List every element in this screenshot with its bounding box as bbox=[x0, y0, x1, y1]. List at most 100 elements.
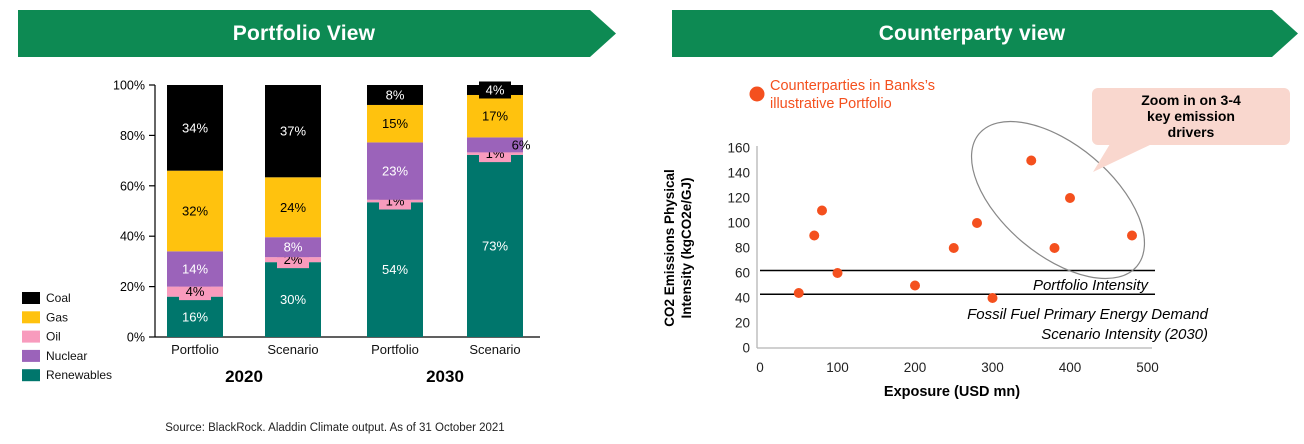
scatter-point bbox=[817, 205, 827, 216]
bar-segment-label: 8% bbox=[284, 240, 303, 255]
bar-segment-label-chip bbox=[179, 283, 211, 301]
y-tick-label: 60% bbox=[120, 179, 145, 193]
bar-segment-label: 37% bbox=[280, 124, 306, 139]
bar-segment-gas bbox=[467, 94, 523, 138]
bar-segment-label: 15% bbox=[382, 116, 408, 131]
scenario-intensity-label-line2: Scenario Intensity (2030) bbox=[1041, 326, 1208, 343]
bar-segment-label: 34% bbox=[182, 120, 208, 135]
source-note: Source: BlackRock. Aladdin Climate outpu… bbox=[165, 422, 504, 434]
bar-segment-nuclear bbox=[167, 251, 223, 287]
y-tick-label: 20 bbox=[735, 316, 750, 331]
y-axis-title-line1: CO2 Emissions Physical bbox=[662, 169, 677, 327]
y-tick-label: 40 bbox=[735, 291, 750, 306]
bar-segment-label: 8% bbox=[386, 87, 405, 102]
scatter-point bbox=[910, 280, 920, 291]
bar-segment-gas bbox=[367, 104, 423, 143]
x-category-label: Portfolio bbox=[171, 342, 219, 357]
x-category-label: Portfolio bbox=[371, 342, 419, 357]
legend-swatch-oil bbox=[22, 330, 40, 343]
bar-segment-label: 32% bbox=[182, 204, 208, 219]
y-tick-label: 100 bbox=[727, 216, 750, 231]
legend-swatch-coal bbox=[22, 292, 40, 304]
counterparty-view-banner: Counterparty view bbox=[672, 10, 1298, 57]
scatter-point bbox=[987, 293, 998, 303]
bar-segment-label: 14% bbox=[182, 261, 208, 276]
scatter-point bbox=[1049, 243, 1060, 253]
bar-segment-label: 17% bbox=[482, 109, 508, 124]
portfolio-view-title: Portfolio View bbox=[232, 21, 376, 45]
portfolio-stacked-bar-chart: 0%20%40%60%80%100%16%4%14%32%34%30%2%8%2… bbox=[22, 79, 540, 434]
counterparty-view-title: Counterparty view bbox=[878, 21, 1066, 45]
y-tick-label: 100% bbox=[113, 79, 145, 93]
callout-text-line2: key emission bbox=[1147, 108, 1235, 124]
legend-label-renewables: Renewables bbox=[46, 368, 112, 382]
scatter-point bbox=[1026, 155, 1037, 166]
scatter-point bbox=[972, 218, 982, 228]
bar-segment-label: 6% bbox=[512, 137, 531, 152]
bar-segment-gas bbox=[167, 170, 223, 252]
bar-segment-label: 73% bbox=[482, 238, 508, 253]
x-tick-label: 200 bbox=[904, 360, 927, 375]
y-tick-label: 120 bbox=[727, 191, 750, 206]
y-tick-label: 80% bbox=[120, 129, 145, 143]
x-tick-label: 300 bbox=[981, 360, 1004, 375]
bar-segment-nuclear bbox=[265, 237, 321, 258]
legend-dot bbox=[749, 86, 765, 102]
legend-label-gas: Gas bbox=[46, 310, 68, 324]
y-tick-label: 0% bbox=[127, 331, 145, 345]
bar-segment-renewables bbox=[167, 296, 223, 337]
x-tick-label: 0 bbox=[756, 360, 764, 375]
bar-segment-label: 4% bbox=[186, 284, 205, 299]
scatter-point bbox=[809, 230, 820, 241]
y-tick-label: 0 bbox=[742, 341, 750, 356]
x-tick-label: 500 bbox=[1136, 360, 1159, 375]
bar-segment-label: 23% bbox=[382, 164, 408, 179]
portfolio-view-banner: Portfolio View bbox=[18, 10, 616, 57]
key-drivers-ellipse bbox=[970, 120, 1146, 280]
bar-segment-coal bbox=[167, 85, 223, 171]
legend-label-oil: Oil bbox=[46, 330, 61, 344]
y-tick-label: 40% bbox=[120, 230, 145, 244]
y-tick-label: 140 bbox=[727, 166, 750, 181]
x-category-label: Scenario bbox=[469, 342, 520, 357]
legend-label-coal: Coal bbox=[46, 291, 71, 305]
portfolio-intensity-label: Portfolio Intensity bbox=[1033, 277, 1150, 294]
scatter-point bbox=[793, 288, 804, 298]
x-tick-label: 400 bbox=[1059, 360, 1082, 375]
bar-segment-label: 24% bbox=[280, 200, 306, 215]
bar-segment-renewables bbox=[367, 202, 423, 337]
bar-segment-label: 4% bbox=[486, 82, 505, 97]
scatter-point bbox=[832, 268, 843, 278]
bar-segment-renewables bbox=[265, 262, 321, 337]
bar-segment-gas bbox=[265, 177, 321, 238]
legend-swatch-renewables bbox=[22, 369, 40, 382]
legend-text-line2: illustrative Portfolio bbox=[770, 96, 892, 112]
x-category-label: Scenario bbox=[267, 342, 318, 357]
scatter-point bbox=[948, 243, 959, 253]
legend-label-nuclear: Nuclear bbox=[46, 349, 87, 363]
bar-segment-nuclear bbox=[467, 137, 523, 153]
bar-segment-label: 30% bbox=[280, 292, 306, 307]
y-tick-label: 20% bbox=[120, 280, 145, 294]
group-label-2020: 2020 bbox=[225, 367, 263, 386]
y-tick-label: 60 bbox=[735, 266, 750, 281]
y-tick-label: 80 bbox=[735, 241, 750, 256]
scatter-point bbox=[1127, 230, 1137, 241]
legend-swatch-gas bbox=[22, 311, 40, 324]
bar-segment-nuclear bbox=[367, 142, 423, 200]
callout-bubble bbox=[1092, 88, 1290, 145]
bar-segment-label: 54% bbox=[382, 262, 408, 277]
counterparty-scatter-chart: Counterparties in Banks’s illustrative Po… bbox=[662, 78, 1290, 400]
scenario-intensity-label-line1: Fossil Fuel Primary Energy Demand bbox=[967, 306, 1209, 323]
bar-segment-coal bbox=[265, 85, 321, 178]
bar-segment-coal bbox=[367, 85, 423, 105]
y-tick-label: 160 bbox=[727, 141, 750, 156]
group-label-2030: 2030 bbox=[426, 367, 464, 386]
callout-text-line1: Zoom in on 3-4 bbox=[1141, 92, 1241, 108]
callout-text-line3: drivers bbox=[1168, 124, 1215, 140]
legend-text-line1: Counterparties in Banks’s bbox=[770, 78, 935, 94]
bar-segment-label-chip bbox=[479, 81, 511, 99]
legend-swatch-nuclear bbox=[22, 349, 40, 362]
y-axis-title-line2: Intensity (kgCO2e/GJ) bbox=[679, 177, 694, 318]
